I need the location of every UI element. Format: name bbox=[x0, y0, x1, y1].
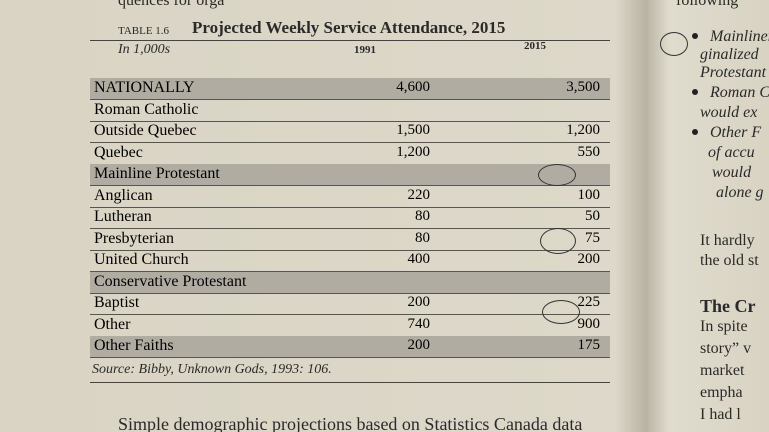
pen-circle bbox=[540, 228, 576, 254]
column-header: 1991 bbox=[354, 44, 376, 56]
table-row: Other Faiths 200 175 bbox=[90, 336, 610, 358]
text-line: Protestant bbox=[700, 64, 767, 81]
row-label: Quebec bbox=[94, 143, 143, 161]
bullet bbox=[692, 129, 698, 135]
top-text: quences for orga bbox=[118, 0, 225, 9]
text-line: story” v bbox=[700, 340, 752, 357]
cell-value: 50 bbox=[585, 208, 600, 224]
top-text: following bbox=[676, 0, 739, 9]
row-label: Other bbox=[94, 315, 131, 333]
table-row: Presbyterian 80 75 bbox=[90, 229, 610, 251]
row-label: Mainline Protestant bbox=[94, 165, 220, 182]
text-line: The Cr bbox=[700, 296, 756, 316]
pen-circle bbox=[538, 164, 576, 186]
cell-value: 550 bbox=[577, 143, 601, 160]
cell-value: 3,500 bbox=[566, 79, 600, 95]
cell-value: 1,200 bbox=[566, 122, 600, 138]
row-label: NATIONALLY bbox=[94, 79, 195, 96]
table-row: Quebec 1,200 550 bbox=[90, 143, 610, 165]
cell-value: 900 bbox=[577, 315, 601, 332]
cell-value: 1,200 bbox=[396, 143, 430, 160]
text-line: Roman C bbox=[710, 84, 769, 101]
row-label: Outside Quebec bbox=[94, 122, 197, 139]
pen-circle bbox=[542, 300, 580, 324]
table-label: TABLE 1.6 bbox=[118, 25, 170, 37]
text-line: In spite bbox=[700, 318, 748, 335]
text-line: would ex bbox=[700, 104, 758, 121]
cell-value: 200 bbox=[407, 294, 431, 310]
table-row: Conservative Protestant bbox=[90, 271, 610, 294]
text-line: It hardly bbox=[700, 232, 755, 249]
cell-value: 75 bbox=[585, 229, 600, 246]
text-line: the old st bbox=[700, 252, 759, 269]
row-label: Lutheran bbox=[94, 208, 152, 225]
table-row: United Church 400 200 bbox=[90, 250, 610, 272]
column-header: 2015 bbox=[524, 40, 546, 52]
row-label: Baptist bbox=[94, 294, 140, 311]
text-line: I had l bbox=[700, 406, 741, 423]
table-row: Baptist 200 225 bbox=[90, 293, 610, 315]
cell-value: 80 bbox=[415, 208, 430, 224]
text-line: would bbox=[712, 164, 752, 181]
row-label: Conservative Protestant bbox=[94, 272, 247, 290]
rule bbox=[90, 382, 610, 383]
table-row: Roman Catholic bbox=[90, 100, 610, 122]
bullet bbox=[692, 33, 698, 39]
cell-value: 4,600 bbox=[396, 79, 430, 95]
cell-value: 225 bbox=[577, 294, 601, 310]
cell-value: 100 bbox=[577, 186, 601, 203]
cell-value: 80 bbox=[415, 229, 430, 246]
table-source: Source: Bibby, Unknown Gods, 1993: 106. bbox=[92, 362, 332, 377]
table-unit: In 1,000s bbox=[118, 42, 171, 57]
body-text: Simple demographic projections based on … bbox=[118, 414, 583, 432]
text-line: empha bbox=[700, 384, 743, 401]
table-row: Mainline Protestant bbox=[90, 164, 610, 186]
table-row: NATIONALLY 4,600 3,500 bbox=[90, 78, 610, 100]
cell-value: 200 bbox=[577, 251, 601, 267]
row-label: Roman Catholic bbox=[94, 100, 199, 118]
text-line: ginalized bbox=[700, 46, 759, 63]
row-label: Presbyterian bbox=[94, 229, 174, 247]
table-row: Anglican 220 100 bbox=[90, 186, 610, 208]
row-label: United Church bbox=[94, 251, 189, 268]
rule bbox=[90, 40, 610, 41]
text-line: market bbox=[700, 362, 745, 379]
text-line: alone g bbox=[716, 184, 764, 201]
table-row: Lutheran 80 50 bbox=[90, 207, 610, 229]
cell-value: 1,500 bbox=[396, 122, 430, 138]
table-title: Projected Weekly Service Attendance, 201… bbox=[192, 18, 506, 37]
table-row: Outside Quebec 1,500 1,200 bbox=[90, 121, 610, 143]
text-line: Other F bbox=[710, 124, 762, 141]
text-line: Mainliners bbox=[710, 28, 769, 45]
row-label: Anglican bbox=[94, 186, 153, 204]
text-line: of accu bbox=[708, 144, 755, 161]
bullet bbox=[692, 89, 698, 95]
cell-value: 740 bbox=[407, 315, 431, 332]
table-row: Other 740 900 bbox=[90, 315, 610, 337]
cell-value: 220 bbox=[407, 186, 431, 203]
row-label: Other Faiths bbox=[94, 337, 174, 354]
cell-value: 400 bbox=[407, 251, 431, 267]
cell-value: 175 bbox=[577, 337, 601, 353]
pen-circle bbox=[660, 32, 688, 56]
cell-value: 200 bbox=[407, 337, 431, 353]
